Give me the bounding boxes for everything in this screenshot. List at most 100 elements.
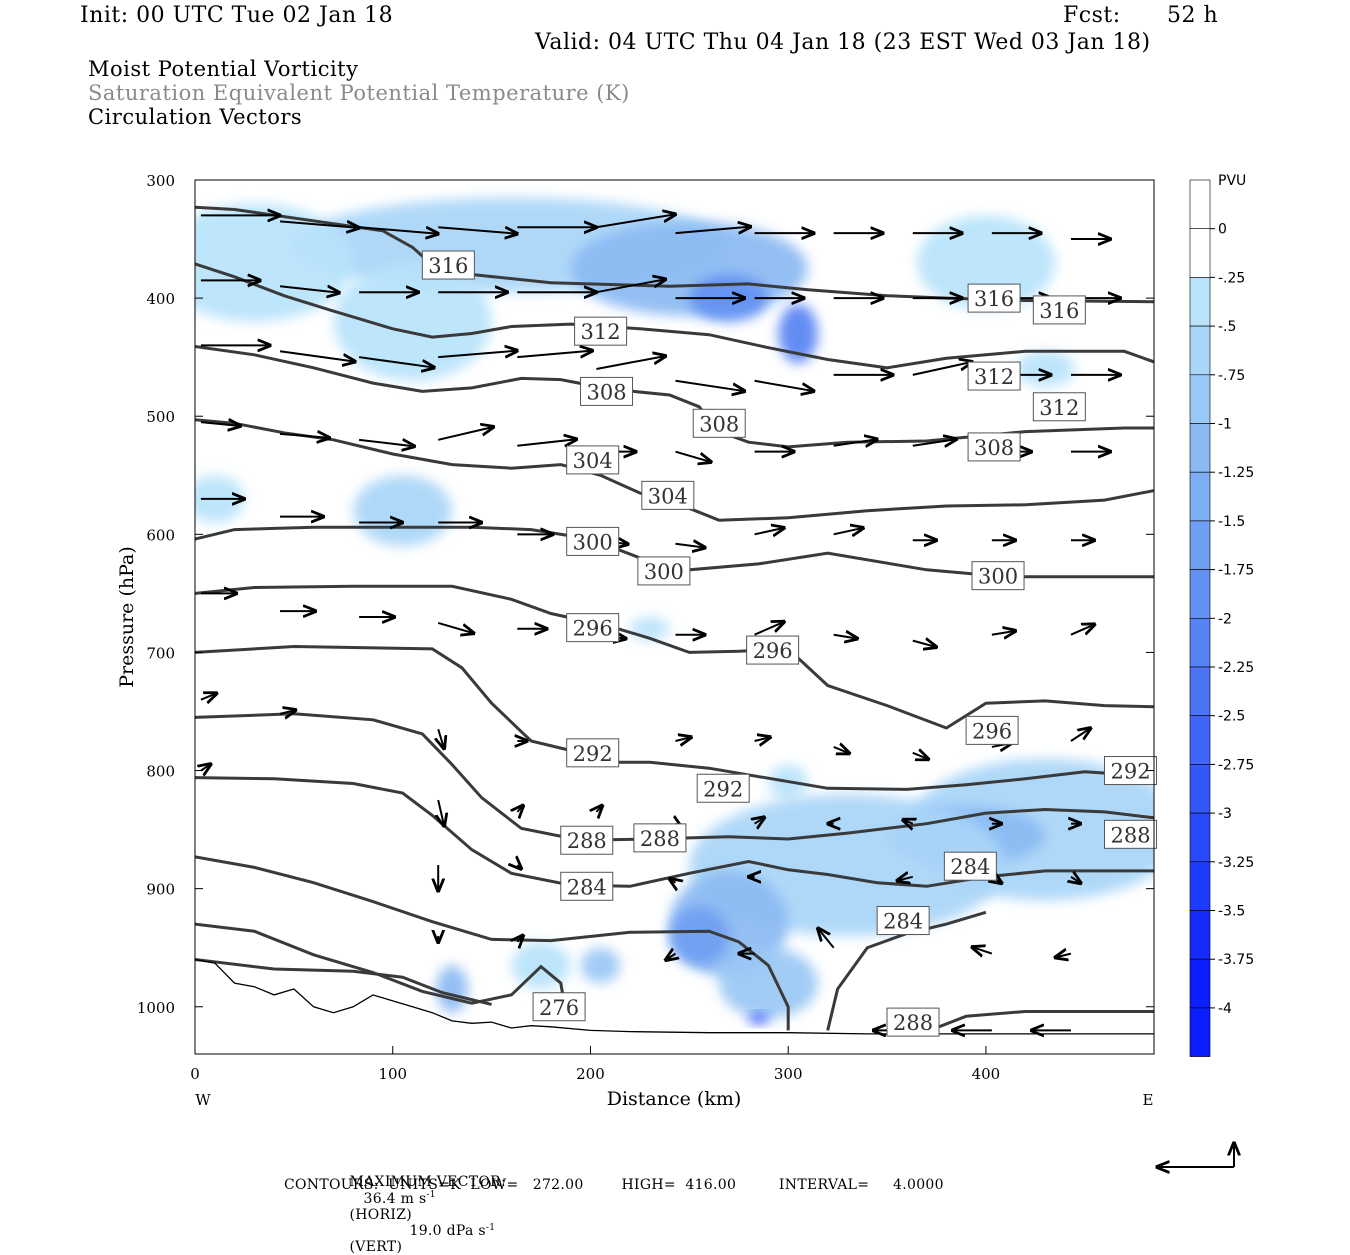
vector-arrow-5 <box>596 214 675 229</box>
colorbar-label-2: -.5 <box>1218 319 1236 335</box>
contour-label-308-2: 308 <box>580 376 634 406</box>
colorbar-label-5: -1.25 <box>1218 465 1254 481</box>
colorbar-label-4: -1 <box>1218 417 1232 433</box>
contour-label-box <box>971 561 1025 591</box>
vector-arrow-37 <box>279 434 329 438</box>
y-tick-label-600: 600 <box>146 526 175 544</box>
mpv-region-17 <box>718 947 818 1019</box>
colorbar-label-12: -3 <box>1218 806 1232 822</box>
max-vert-value: 19.0 dPa s <box>409 1223 486 1240</box>
contour-label-304-4: 304 <box>566 445 620 475</box>
contour-label-288-12: 288 <box>560 825 614 855</box>
vector-arrow-63 <box>437 621 474 633</box>
max-horiz-value: 36.4 m s <box>363 1190 427 1207</box>
colorbar-label-11: -2.75 <box>1218 757 1254 773</box>
vector-arrow-38 <box>359 440 414 446</box>
horiz-tag: (HORIZ) <box>349 1206 413 1223</box>
vector-arrow-54 <box>675 544 705 548</box>
contour-label-box <box>965 715 1019 745</box>
x-end-label-west: W <box>195 1091 211 1109</box>
isentrope-296-5 <box>195 584 1154 730</box>
x-tick-label-0: 0 <box>190 1065 200 1083</box>
init-time: Init: 00 UTC Tue 02 Jan 18 <box>80 3 394 28</box>
colorbar-swatch-16 <box>1189 958 1211 1009</box>
vector-arrow-104 <box>818 928 835 949</box>
vector-arrow-30 <box>675 379 744 391</box>
contour-label-box <box>532 992 586 1022</box>
contour-label-312-18: 312 <box>967 361 1021 391</box>
max-vector-line: MAXIMUM VECTOR: 36.4 m s-1 (HORIZ) 19.0 … <box>340 1158 506 1255</box>
y-tick-label-500: 500 <box>146 408 175 426</box>
forecast-label: Fcst: <box>1063 3 1121 28</box>
contour-label-box <box>421 250 475 280</box>
colorbar-label-8: -2 <box>1218 611 1232 627</box>
vector-arrow-39 <box>437 427 493 441</box>
vector-arrow-69 <box>912 641 937 647</box>
vector-arrow-101 <box>517 935 523 941</box>
colorbar-swatch-2 <box>1189 277 1211 327</box>
vector-arrow-85 <box>517 805 523 811</box>
terrain-line <box>195 958 1154 1035</box>
axes: 300 400 500 600 700 800 900 1000 0 100 200 300 400 W E <box>137 172 1154 1109</box>
contour-label-text: 300 <box>573 530 613 554</box>
contour-label-300-6: 300 <box>566 526 620 556</box>
contour-label-box <box>967 361 1021 391</box>
mpv-region-1 <box>570 221 808 316</box>
vector-arrow-74 <box>438 728 444 748</box>
contour-label-text: 312 <box>581 320 621 344</box>
mpv-region-18 <box>580 947 621 984</box>
colorbar-units: PVU <box>1218 173 1246 189</box>
vector-arrow-82 <box>1070 728 1091 742</box>
vector-arrow-102 <box>666 954 676 960</box>
contour-label-text: 308 <box>586 380 626 404</box>
vector-arrow-36 <box>200 422 241 426</box>
max-vector-label: MAXIMUM VECTOR: <box>349 1174 506 1190</box>
contour-label-box <box>574 316 628 346</box>
y-tick-label-1000: 1000 <box>137 999 175 1017</box>
colorbar-label-15: -3.75 <box>1218 952 1254 968</box>
colorbar-label-0: 0 <box>1218 222 1227 238</box>
vector-arrow-13 <box>279 286 339 292</box>
contour-label-box <box>886 1007 940 1037</box>
contour-label-text: 312 <box>1039 396 1079 420</box>
colorbar-label-14: -3.5 <box>1218 904 1245 920</box>
vector-arrow-68 <box>833 635 858 639</box>
contour-label-text: 316 <box>1039 299 1079 323</box>
vector-arrow-56 <box>833 528 864 534</box>
vector-arrow-1 <box>279 221 359 227</box>
colorbar-label-13: -3.25 <box>1218 855 1254 871</box>
vector-arrow-106 <box>1055 954 1072 958</box>
field-title-theta: Saturation Equivalent Potential Temperat… <box>88 81 630 105</box>
colorbar-swatch-13 <box>1189 812 1211 863</box>
contour-label-box <box>943 851 997 881</box>
contour-label-text: 308 <box>699 412 739 436</box>
vector-arrow-40 <box>517 439 576 445</box>
x-tick-label-100: 100 <box>378 1065 407 1083</box>
contour-label-box <box>967 283 1021 313</box>
contour-label-box <box>1032 392 1086 422</box>
y-tick-label-700: 700 <box>146 644 175 662</box>
vector-arrow-83 <box>201 764 211 770</box>
colorbar: PVU 0 -.25 -.5 -.75 -1 -1.25 -1.5 -1.75 -2 -2.25 -2… <box>1189 173 1254 1057</box>
contour-label-288-27: 288 <box>886 1007 940 1037</box>
reference-vector-icon <box>1157 1143 1234 1167</box>
vector-arrow-29 <box>596 356 665 370</box>
contour-label-296-9: 296 <box>746 635 800 665</box>
mpv-region-4 <box>195 203 354 322</box>
contour-label-box <box>566 445 620 475</box>
contour-label-316-0: 316 <box>421 250 475 280</box>
contour-label-box <box>566 738 620 768</box>
colorbar-label-3: -.75 <box>1218 368 1245 384</box>
colorbar-swatch-15 <box>1189 910 1211 960</box>
colorbar-swatch-5 <box>1189 423 1211 473</box>
contour-label-284-25: 284 <box>943 851 997 881</box>
vector-arrow-71 <box>1070 624 1095 636</box>
vector-arrow-44 <box>833 439 878 445</box>
contour-label-text: 308 <box>974 436 1014 460</box>
contour-label-288-24: 288 <box>1104 819 1158 849</box>
vector-arrow-90 <box>903 820 913 824</box>
isentrope-288-11 <box>926 1010 1154 1033</box>
horiz-exponent: -1 <box>426 1190 436 1200</box>
contour-label-box <box>633 823 687 853</box>
contour-label-text: 284 <box>567 875 607 899</box>
